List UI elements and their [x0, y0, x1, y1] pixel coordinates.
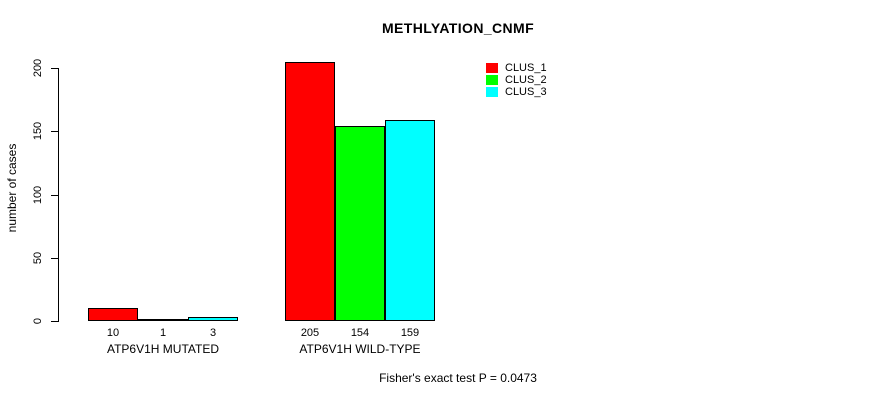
legend-item-label: CLUS_1 — [505, 62, 547, 74]
legend-item: CLUS_3 — [486, 86, 547, 98]
bar-clus_1-2 — [285, 62, 335, 321]
y-axis-tick — [51, 131, 58, 132]
y-axis-tick-label: 150 — [32, 121, 44, 141]
y-axis-tick — [51, 321, 58, 322]
bar-clus_2-2 — [335, 126, 385, 321]
bar-value-label: 10 — [106, 327, 120, 339]
chart-title: METHLYATION_CNMF — [381, 20, 535, 36]
bar-clus_2-1 — [138, 319, 188, 321]
y-axis-line — [58, 68, 59, 322]
bar-clus_1-1 — [88, 308, 138, 321]
bar-clus_3-1 — [188, 317, 238, 321]
y-axis-tick-label: 50 — [32, 251, 44, 265]
legend-swatch-clus_1 — [486, 63, 498, 73]
legend: CLUS_1 CLUS_2 CLUS_3 — [486, 62, 547, 98]
category-label: ATP6V1H MUTATED — [106, 342, 219, 356]
y-axis-tick-label: 100 — [32, 185, 44, 205]
y-axis-tick-label: 200 — [32, 58, 44, 78]
bar-clus_3-2 — [385, 120, 435, 321]
y-axis-tick-label: 0 — [32, 317, 44, 325]
legend-swatch-clus_2 — [486, 75, 498, 85]
fisher-test-annotation: Fisher's exact test P = 0.0473 — [379, 371, 537, 385]
bar-value-label: 159 — [400, 327, 420, 339]
legend-swatch-clus_3 — [486, 87, 498, 97]
legend-item: CLUS_1 — [486, 62, 547, 74]
legend-item-label: CLUS_2 — [505, 74, 547, 86]
bar-value-label: 154 — [350, 327, 370, 339]
bar-value-label: 1 — [159, 327, 167, 339]
y-axis-tick — [51, 195, 58, 196]
y-axis-label: number of cases — [5, 143, 19, 233]
bar-value-label: 3 — [209, 327, 217, 339]
legend-item: CLUS_2 — [486, 74, 547, 86]
y-axis-tick — [51, 68, 58, 69]
y-axis-tick — [51, 258, 58, 259]
category-label: ATP6V1H WILD-TYPE — [299, 342, 421, 356]
bar-value-label: 205 — [300, 327, 320, 339]
legend-item-label: CLUS_3 — [505, 86, 547, 98]
